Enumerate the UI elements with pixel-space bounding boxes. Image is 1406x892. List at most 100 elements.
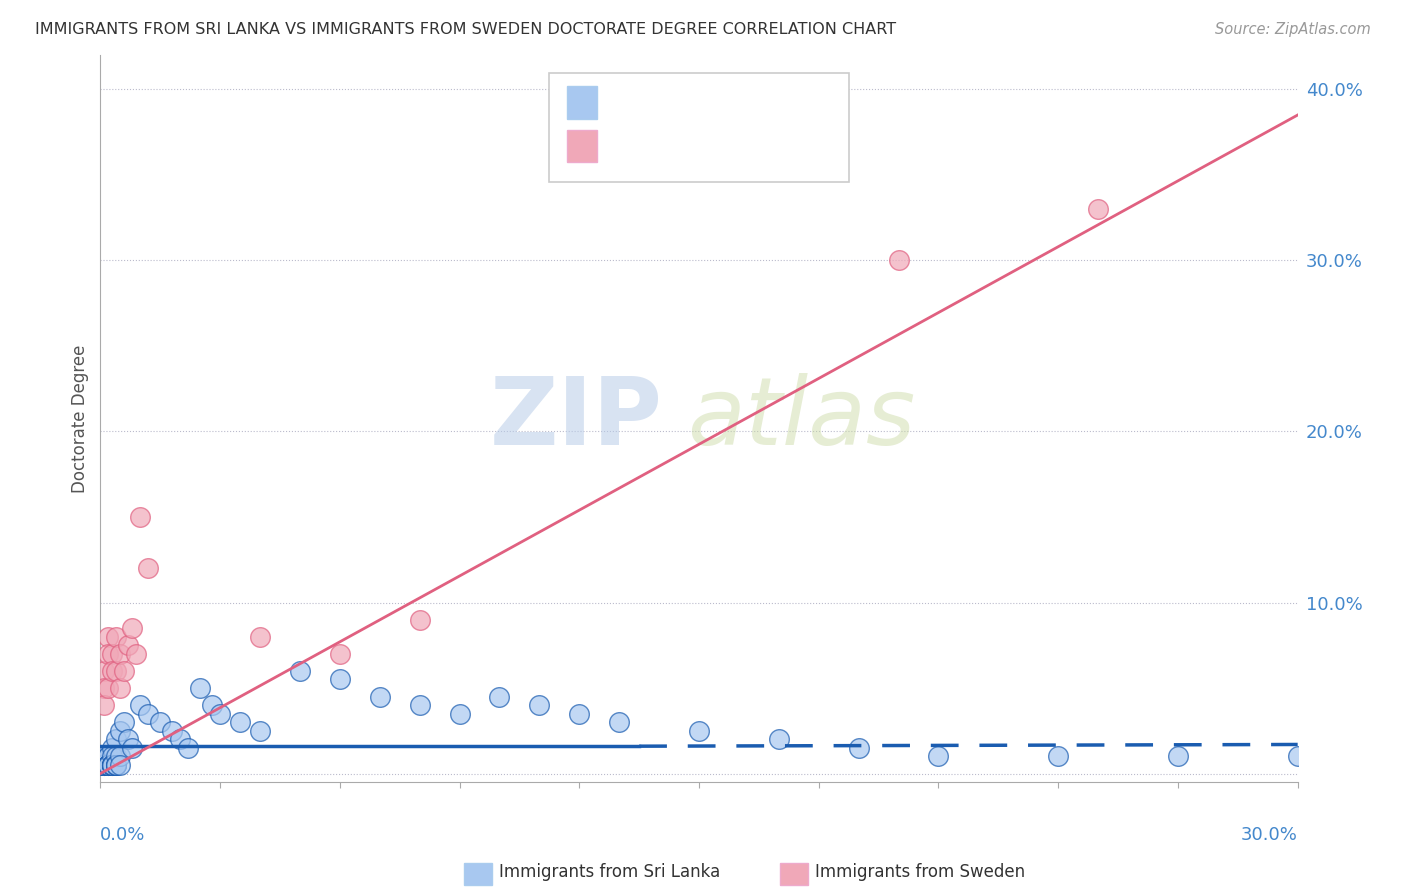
Point <box>93 758 115 772</box>
Point <box>97 758 120 772</box>
Point <box>117 638 139 652</box>
Text: R = 0.006: R = 0.006 <box>609 94 699 112</box>
Point <box>229 715 252 730</box>
Point <box>105 758 128 772</box>
Point <box>97 758 120 772</box>
Point <box>1286 749 1309 764</box>
Point <box>887 253 910 268</box>
Point <box>93 758 115 772</box>
Point <box>105 749 128 764</box>
Point <box>101 664 124 678</box>
Point <box>93 758 115 772</box>
Point <box>93 758 115 772</box>
Point <box>136 561 159 575</box>
Point <box>97 758 120 772</box>
FancyBboxPatch shape <box>567 86 598 119</box>
Point <box>288 664 311 678</box>
Point <box>110 681 132 695</box>
Text: atlas: atlas <box>688 373 915 464</box>
Text: Source: ZipAtlas.com: Source: ZipAtlas.com <box>1215 22 1371 37</box>
Point <box>97 758 120 772</box>
Text: N = 66: N = 66 <box>752 94 820 112</box>
Point <box>329 673 352 687</box>
Text: Immigrants from Sri Lanka: Immigrants from Sri Lanka <box>499 863 720 881</box>
Point <box>101 647 124 661</box>
Point <box>329 647 352 661</box>
Point <box>93 749 115 764</box>
Text: N = 23: N = 23 <box>752 137 820 155</box>
Point <box>607 715 630 730</box>
Point <box>97 647 120 661</box>
Point <box>110 647 132 661</box>
Point <box>160 723 183 738</box>
Point <box>101 758 124 772</box>
Point <box>97 758 120 772</box>
Point <box>105 758 128 772</box>
Point <box>927 749 949 764</box>
Point <box>768 732 790 747</box>
Point <box>101 758 124 772</box>
Point <box>249 630 271 644</box>
Y-axis label: Doctorate Degree: Doctorate Degree <box>72 344 89 492</box>
Point <box>568 706 591 721</box>
Point <box>112 664 135 678</box>
Point <box>129 698 152 713</box>
Point <box>529 698 551 713</box>
Point <box>105 664 128 678</box>
Point <box>125 647 148 661</box>
Point <box>97 758 120 772</box>
Point <box>93 758 115 772</box>
Point <box>97 749 120 764</box>
Point <box>93 749 115 764</box>
FancyBboxPatch shape <box>550 73 849 182</box>
Point <box>101 758 124 772</box>
Point <box>449 706 471 721</box>
Point <box>169 732 191 747</box>
Point <box>688 723 710 738</box>
Point <box>105 630 128 644</box>
Point <box>105 758 128 772</box>
Point <box>93 698 115 713</box>
Text: Immigrants from Sweden: Immigrants from Sweden <box>815 863 1025 881</box>
Point <box>101 749 124 764</box>
Point <box>201 698 224 713</box>
Point <box>112 715 135 730</box>
Point <box>249 723 271 738</box>
Point <box>101 740 124 755</box>
Point <box>121 621 143 635</box>
Point <box>110 723 132 738</box>
Point <box>93 664 115 678</box>
Point <box>105 732 128 747</box>
Text: R = 0.734: R = 0.734 <box>609 137 700 155</box>
Point <box>93 681 115 695</box>
Point <box>136 706 159 721</box>
Point <box>408 698 430 713</box>
Point <box>408 613 430 627</box>
Point <box>149 715 172 730</box>
Point <box>97 758 120 772</box>
Point <box>101 758 124 772</box>
Point <box>209 706 232 721</box>
Text: 30.0%: 30.0% <box>1241 826 1298 844</box>
Point <box>101 758 124 772</box>
Point <box>848 740 870 755</box>
Point <box>93 758 115 772</box>
Point <box>97 630 120 644</box>
Point <box>488 690 510 704</box>
Point <box>110 758 132 772</box>
Point <box>97 749 120 764</box>
Text: IMMIGRANTS FROM SRI LANKA VS IMMIGRANTS FROM SWEDEN DOCTORATE DEGREE CORRELATION: IMMIGRANTS FROM SRI LANKA VS IMMIGRANTS … <box>35 22 896 37</box>
Text: 0.0%: 0.0% <box>100 826 146 844</box>
Point <box>101 758 124 772</box>
Point <box>93 758 115 772</box>
Point <box>97 758 120 772</box>
Point <box>110 749 132 764</box>
Point <box>1047 749 1070 764</box>
Point <box>93 758 115 772</box>
FancyBboxPatch shape <box>567 129 598 162</box>
Point <box>1167 749 1189 764</box>
Point <box>117 732 139 747</box>
Point <box>121 740 143 755</box>
Point <box>368 690 391 704</box>
Point <box>129 510 152 524</box>
